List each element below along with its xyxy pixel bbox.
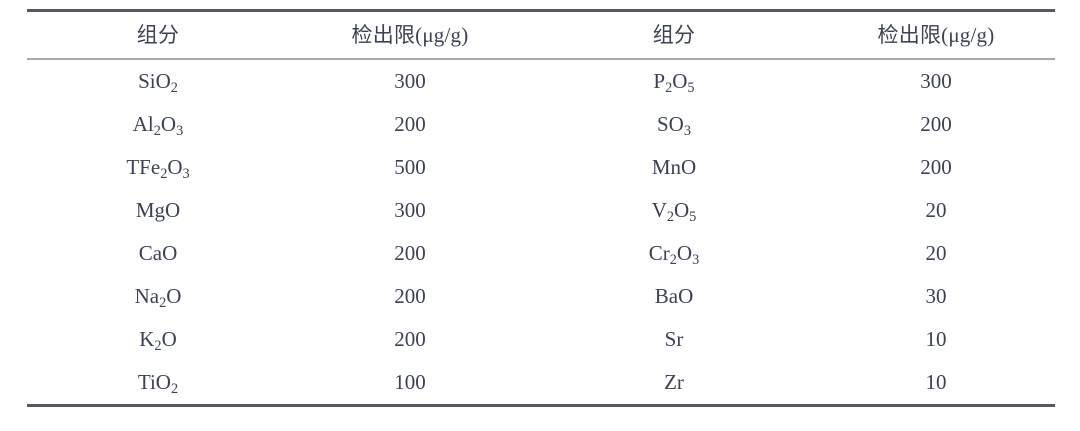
cell-limit-right: 200 <box>920 155 952 179</box>
cell-component-right: SO3 <box>531 103 817 146</box>
cell-limit-left: 200 <box>394 241 426 265</box>
column-header-component-left: 组分 <box>27 10 289 60</box>
cell-limit-left: 300 <box>394 198 426 222</box>
chemical-formula: Na2O <box>134 284 182 312</box>
chemical-formula: V2O5 <box>651 198 697 226</box>
cell-component-right: Cr2O3 <box>531 232 817 275</box>
chemical-formula: K2O <box>139 327 177 355</box>
cell-limit-left: 200 <box>394 327 426 351</box>
table-row: K2O 200 Sr 10 <box>27 318 1055 361</box>
chemical-formula: SiO2 <box>138 69 178 97</box>
table-row: Na2O 200 BaO 30 <box>27 275 1055 318</box>
cell-limit-left: 100 <box>394 370 426 394</box>
column-header-component-right: 组分 <box>531 10 817 60</box>
cell-component-left: TFe2O3 <box>27 146 289 189</box>
cell-limit-left: 200 <box>394 284 426 308</box>
cell-component-left: SiO2 <box>27 59 289 103</box>
cell-limit-right: 20 <box>925 198 947 222</box>
cell-limit-right: 30 <box>925 284 947 308</box>
chemical-formula: CaO <box>138 241 178 265</box>
chemical-formula: Cr2O3 <box>648 241 700 269</box>
table-body: SiO2 300 P2O5 300 Al2O3 200 SO3 200 TFe2O3 500 MnO… <box>27 59 1055 406</box>
cell-limit-left: 300 <box>394 69 426 93</box>
cell-component-right: BaO <box>531 275 817 318</box>
detection-limit-table: 组分 检出限(μg/g) 组分 检出限(μg/g) SiO2 300 P2O5 300… <box>27 9 1055 407</box>
table-header: 组分 检出限(μg/g) 组分 检出限(μg/g) <box>27 10 1055 60</box>
table-row: TFe2O3 500 MnO 200 <box>27 146 1055 189</box>
cell-component-right: MnO <box>531 146 817 189</box>
cell-component-left: CaO <box>27 232 289 275</box>
column-header-limit-left: 检出限(μg/g) <box>289 10 531 60</box>
column-header-limit-right: 检出限(μg/g) <box>817 10 1055 60</box>
cell-component-left: MgO <box>27 189 289 232</box>
cell-component-left: K2O <box>27 318 289 361</box>
chemical-formula: MgO <box>135 198 181 222</box>
chemical-formula: SO3 <box>657 112 691 140</box>
chemical-formula: P2O5 <box>653 69 695 97</box>
cell-limit-right: 20 <box>925 241 947 265</box>
cell-component-right: Zr <box>531 361 817 406</box>
cell-component-right: Sr <box>531 318 817 361</box>
cell-limit-left: 200 <box>394 112 426 136</box>
cell-component-left: Al2O3 <box>27 103 289 146</box>
chemical-formula: TiO2 <box>137 370 179 398</box>
cell-component-left: TiO2 <box>27 361 289 406</box>
chemical-formula: Zr <box>664 370 684 394</box>
cell-component-right: P2O5 <box>531 59 817 103</box>
cell-limit-right: 300 <box>920 69 952 93</box>
cell-limit-right: 200 <box>920 112 952 136</box>
table-row: CaO 200 Cr2O3 20 <box>27 232 1055 275</box>
chemical-formula: Sr <box>664 327 684 351</box>
table-row: SiO2 300 P2O5 300 <box>27 59 1055 103</box>
chemical-formula: MnO <box>651 155 697 179</box>
table-row: Al2O3 200 SO3 200 <box>27 103 1055 146</box>
cell-limit-left: 500 <box>394 155 426 179</box>
header-row: 组分 检出限(μg/g) 组分 检出限(μg/g) <box>27 10 1055 60</box>
cell-component-left: Na2O <box>27 275 289 318</box>
chemical-formula: Al2O3 <box>132 112 184 140</box>
chemical-formula: BaO <box>654 284 694 308</box>
table-row: MgO 300 V2O5 20 <box>27 189 1055 232</box>
chemical-formula: TFe2O3 <box>126 155 190 183</box>
cell-limit-right: 10 <box>925 370 947 394</box>
table-row: TiO2 100 Zr 10 <box>27 361 1055 406</box>
cell-component-right: V2O5 <box>531 189 817 232</box>
detection-limit-table-container: 组分 检出限(μg/g) 组分 检出限(μg/g) SiO2 300 P2O5 300… <box>27 9 1055 407</box>
cell-limit-right: 10 <box>925 327 947 351</box>
